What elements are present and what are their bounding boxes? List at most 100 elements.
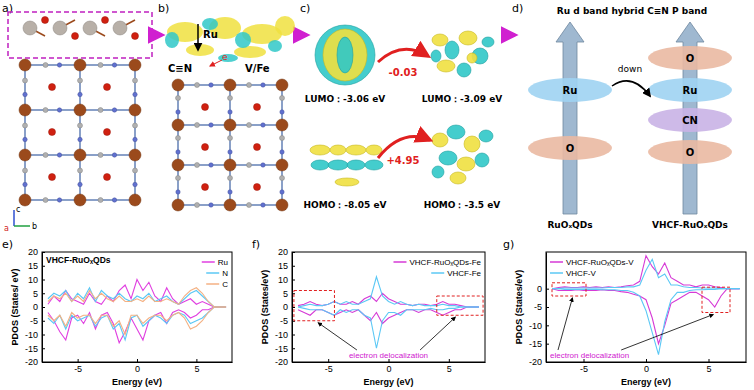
crystal-structure: cba [4,12,152,233]
x-tick: -5 [580,359,588,374]
orbital-lobe [310,145,330,155]
atom [280,176,285,181]
band [528,136,612,160]
x-tick-label: 0 [644,364,649,374]
x-tick-mark [709,359,710,362]
atom [19,104,31,116]
x-tick-label: 5 [447,364,452,374]
atom [276,79,288,91]
annotation-arrow [420,317,455,350]
density-blob [234,46,266,58]
atom [74,149,86,161]
band-diagram: Ru d band hybrid C≡N P bandRuORuOₓQDsORu… [528,6,732,230]
panel-label: e) [2,238,13,251]
plot-area [298,277,479,349]
y-tick: -20 [529,357,549,367]
orbital-lobe [482,37,494,47]
x-tick-label: 0 [135,364,140,374]
y-tick-mark [546,362,549,363]
y-tick: -5 [534,302,549,312]
y-tick: -5 [30,316,45,326]
atom [43,108,48,113]
atom [247,163,252,168]
pdos-line [552,256,740,289]
y-tick-mark [292,335,295,336]
y-tick-mark [546,325,549,326]
y-tick-label: -15 [529,339,542,349]
pdos-line [298,277,479,307]
legend-swatch [206,283,219,285]
atom [195,163,200,168]
atom [280,136,285,141]
x-tick-mark [646,359,647,362]
orbital-lobe [439,151,457,165]
pdos-line [48,288,226,307]
y-tick-label: 0 [537,284,542,294]
orbital-lobe [335,178,359,186]
y-tick-mark [292,266,295,267]
legend: VHCF-RuOₓQDs-VVHCF-V [550,258,634,278]
orbital-lobe [432,34,448,46]
y-tick-label: 5 [33,289,38,299]
atom [172,79,184,91]
bond [134,65,136,200]
orbital-lobe [347,160,365,170]
atom [104,129,111,136]
panel-label: f) [252,238,260,251]
density-blob [268,40,282,52]
bond [281,85,283,205]
atom [133,182,137,186]
orbital-lobe [337,37,353,73]
legend-label: VHCF-RuOₓQDs-Fe [409,258,481,267]
axis-indicator [14,225,30,227]
atom [202,184,209,191]
y-tick-label: 10 [28,275,38,285]
y-tick-mark [42,266,45,267]
y-axis: -20-15-10-505101520 [275,247,295,367]
legend-swatch [550,272,563,274]
band [528,78,612,102]
x-tick-label: -5 [325,364,333,374]
y-tick-label: 0 [33,302,38,312]
y-tick-mark [546,289,549,290]
energy-axis-arrow [556,22,584,214]
atom [74,194,86,206]
atom [132,33,139,40]
panel-labels: a)b)c)d)e)f)g) [2,2,523,251]
chart: -505-20-15-10-505101520Energy (eV)PDOS (… [10,247,233,387]
atom [98,153,103,158]
atom [228,176,233,181]
annotation-arrow [558,298,572,350]
atom [133,92,137,96]
bond [229,85,231,205]
atom [19,59,31,71]
atom [57,198,61,202]
atom [195,83,200,88]
x-tick: 5 [706,359,711,374]
legend-swatch [431,272,444,274]
atom [172,119,184,131]
legend: VHCF-RuOₓQDs-FeVHCF-Fe [393,258,481,278]
y-tick-mark [292,252,295,253]
y-tick-label: -10 [529,321,542,331]
y-tick: 20 [28,247,45,257]
pdos-line [48,307,226,335]
bond [177,85,179,205]
y-tick-label: -5 [534,302,542,312]
y-tick-label: -5 [280,316,288,326]
pdos-line [48,280,226,308]
y-tick: 5 [283,289,295,299]
pdos-line [552,289,740,355]
band [648,46,732,70]
x-tick: 0 [135,359,140,374]
band-label: O [686,53,695,64]
panel-label: b) [158,2,169,15]
atom [23,21,37,35]
atom [129,104,141,116]
y-tick-label: -15 [25,344,38,354]
atom [176,190,180,194]
atom [104,84,111,91]
plot-frame [292,252,485,362]
band-label: Ru [683,85,698,96]
atom [276,199,288,211]
